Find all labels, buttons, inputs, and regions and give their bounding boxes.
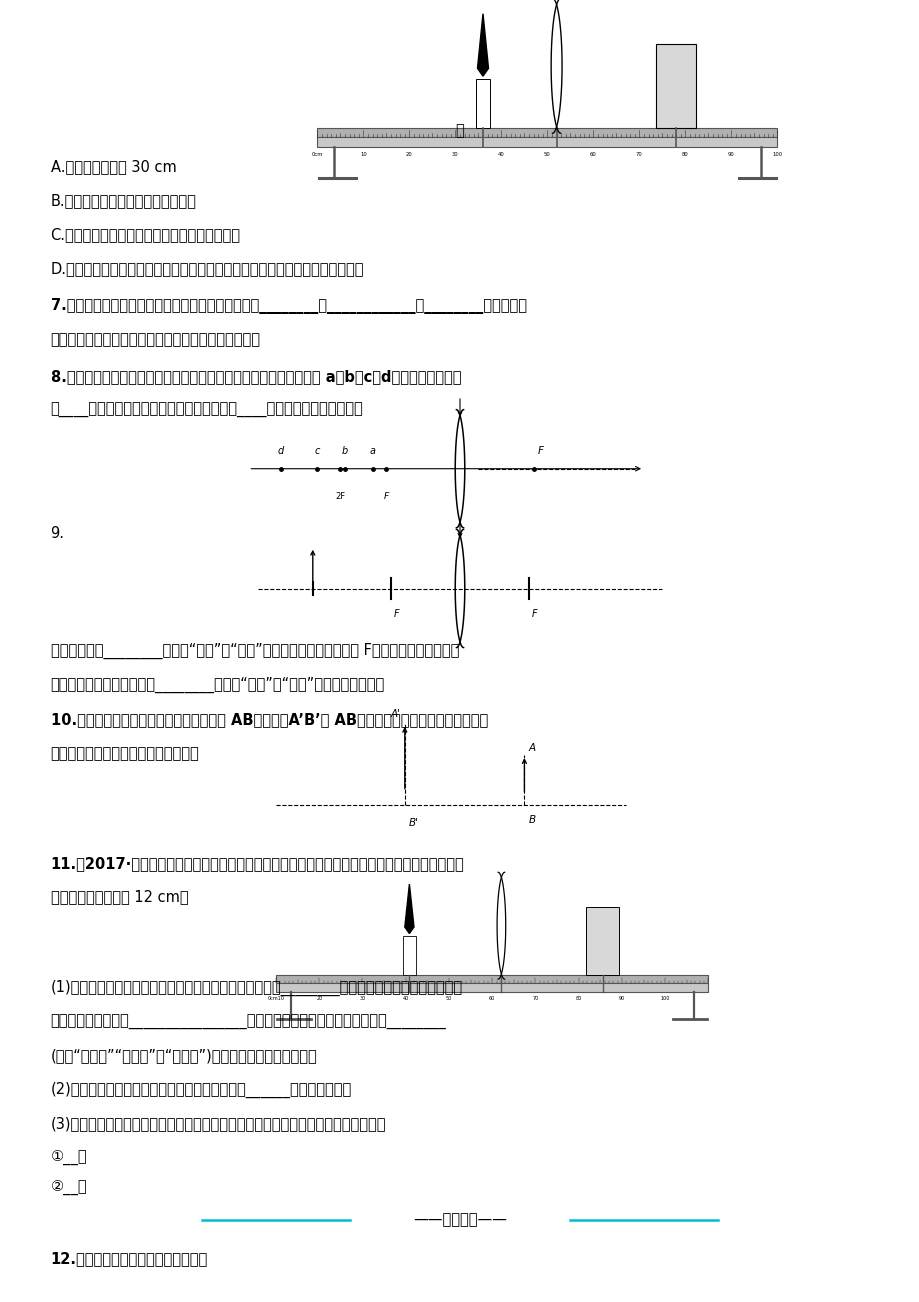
Text: 60: 60: [489, 996, 494, 1001]
Text: 70: 70: [635, 152, 642, 158]
Text: 时，在透镜另一侧可成一个________（选填“倒立”或“正立”）、放大的实像。: 时，在透镜另一侧可成一个________（选填“倒立”或“正立”）、放大的实像。: [51, 677, 384, 693]
Text: 100: 100: [771, 152, 782, 158]
Text: ②__。: ②__。: [51, 1180, 87, 1195]
Text: D.将蜡烛远离凸透镜，保持凸透镜、光屏位置不变，烛炟可在光屏上成清晰的像: D.将蜡烛远离凸透镜，保持凸透镜、光屏位置不变，烛炟可在光屏上成清晰的像: [51, 260, 364, 276]
Text: 凸透镜对光有________（选填“会聚”或“发散”）作用。凸透镜的焦点为 F，当蜡烛如图所示放置: 凸透镜对光有________（选填“会聚”或“发散”）作用。凸透镜的焦点为 F，…: [51, 643, 459, 659]
Text: 60: 60: [589, 152, 596, 158]
Text: ①__；: ①__；: [51, 1150, 87, 1165]
Text: B: B: [528, 815, 536, 825]
Text: F: F: [537, 445, 543, 456]
Text: (1)蜡烛和凸透镜的位置不变，要使光屏承接到一个倒立、________清晰的实像，具体的操作是：首: (1)蜡烛和凸透镜的位置不变，要使光屏承接到一个倒立、________清晰的实像…: [51, 980, 462, 996]
Text: C.照相机成像特点与图乙中凸透镜成像特点相同: C.照相机成像特点与图乙中凸透镜成像特点相同: [51, 227, 241, 242]
Text: 80: 80: [681, 152, 688, 158]
Text: 40: 40: [497, 152, 505, 158]
Text: 100: 100: [660, 996, 669, 1001]
Text: 0cm10: 0cm10: [267, 996, 284, 1001]
Bar: [655, 44, 696, 129]
Text: 心的高度相同，即都处在透镜的主轴上，叫共轴调节。: 心的高度相同，即都处在透镜的主轴上，叫共轴调节。: [51, 332, 260, 348]
Text: 40: 40: [403, 996, 408, 1001]
Text: 先将光屏向右移动，________________，直到找到最清晰的像。日常生活中________: 先将光屏向右移动，________________，直到找到最清晰的像。日常生活…: [51, 1014, 446, 1030]
Text: 30: 30: [359, 996, 365, 1001]
Text: 9.: 9.: [51, 526, 64, 542]
Bar: [317, 129, 777, 137]
Bar: [475, 79, 490, 129]
Bar: [403, 936, 415, 975]
Text: 90: 90: [727, 152, 734, 158]
Text: B': B': [408, 818, 418, 828]
Text: A': A': [390, 708, 400, 719]
Text: 适的透镜，并大致标出其焦点的位置。: 适的透镜，并大致标出其焦点的位置。: [51, 746, 199, 762]
Text: (选填“照相机”“投影仪”或“放大镜”)就是利用这一原理制成的。: (选填“照相机”“投影仪”或“放大镜”)就是利用这一原理制成的。: [51, 1048, 317, 1064]
Polygon shape: [404, 884, 414, 934]
Text: 50: 50: [543, 152, 550, 158]
Text: 2F: 2F: [335, 492, 346, 501]
Text: c: c: [314, 445, 320, 456]
Bar: [317, 137, 777, 147]
Bar: [276, 975, 708, 983]
Text: d: d: [278, 445, 283, 456]
Text: 8.如图所示，在探究凸透镜成像的实验中，若将点燃的蜡烛依次放在 a、b、c、d四处，其中蜡烛放: 8.如图所示，在探究凸透镜成像的实验中，若将点燃的蜡烛依次放在 a、b、c、d四…: [51, 368, 460, 384]
Text: 11.（2017·广东中考）如图所示，小李用点燃的蜡烛、凸透镜和光屏进行探究凸透镜成像规律的实: 11.（2017·广东中考）如图所示，小李用点燃的蜡烛、凸透镜和光屏进行探究凸透…: [51, 855, 464, 871]
Text: A: A: [528, 742, 536, 753]
Text: 50: 50: [446, 996, 451, 1001]
Text: 80: 80: [575, 996, 581, 1001]
Text: F: F: [531, 609, 537, 620]
Text: (3)请你指出用烛炟作为发光物体完成探究凸透镜成像规律实验存在的两点不足之处：: (3)请你指出用烛炟作为发光物体完成探究凸透镜成像规律实验存在的两点不足之处：: [51, 1116, 386, 1131]
Bar: [585, 907, 618, 975]
Polygon shape: [477, 14, 488, 77]
Text: F: F: [393, 609, 399, 620]
Text: a: a: [369, 445, 375, 456]
Text: (2)当蜡烛燃烧一段时间后会变短，烛炟的像会往______偏离光屏中心。: (2)当蜡烛燃烧一段时间后会变短，烛炟的像会往______偏离光屏中心。: [51, 1082, 351, 1098]
Text: 0cm: 0cm: [312, 152, 323, 158]
Text: 20: 20: [405, 152, 413, 158]
Text: b: b: [342, 445, 347, 456]
Text: 10.某透镜成像的一种情况如图所示，其中 AB是物体，A’B’是 AB的像。试在图上的适当位置画上合: 10.某透镜成像的一种情况如图所示，其中 AB是物体，A’B’是 AB的像。试在…: [51, 712, 487, 728]
Text: 70: 70: [532, 996, 538, 1001]
Text: 10: 10: [359, 152, 367, 158]
Text: 在____处得到烛炟的实像离凸透镜最远，放在____处得到烛炟的实像最小。: 在____处得到烛炟的实像离凸透镜最远，放在____处得到烛炟的实像最小。: [51, 402, 363, 418]
Text: B.图乙中烛炟成的是倒立、放大的像: B.图乙中烛炟成的是倒立、放大的像: [51, 193, 197, 208]
Text: 验，凸透镜的焦距为 12 cm。: 验，凸透镜的焦距为 12 cm。: [51, 889, 188, 905]
Text: 12.在探究凸透镜成像规律的实验中：: 12.在探究凸透镜成像规律的实验中：: [51, 1251, 208, 1267]
Text: 30: 30: [451, 152, 459, 158]
Text: 乙: 乙: [455, 122, 464, 138]
Text: 7.做研究凸透镜成像规律的实验时，放好仪器，调节________、____________和________，使它们中: 7.做研究凸透镜成像规律的实验时，放好仪器，调节________、_______…: [51, 298, 526, 314]
Bar: [276, 983, 708, 992]
Text: 20: 20: [316, 996, 322, 1001]
Text: A.凸透镜的焦距是 30 cm: A.凸透镜的焦距是 30 cm: [51, 159, 176, 174]
Text: F: F: [383, 492, 389, 501]
Text: 90: 90: [618, 996, 624, 1001]
Text: ——探究创新——: ——探究创新——: [413, 1212, 506, 1228]
